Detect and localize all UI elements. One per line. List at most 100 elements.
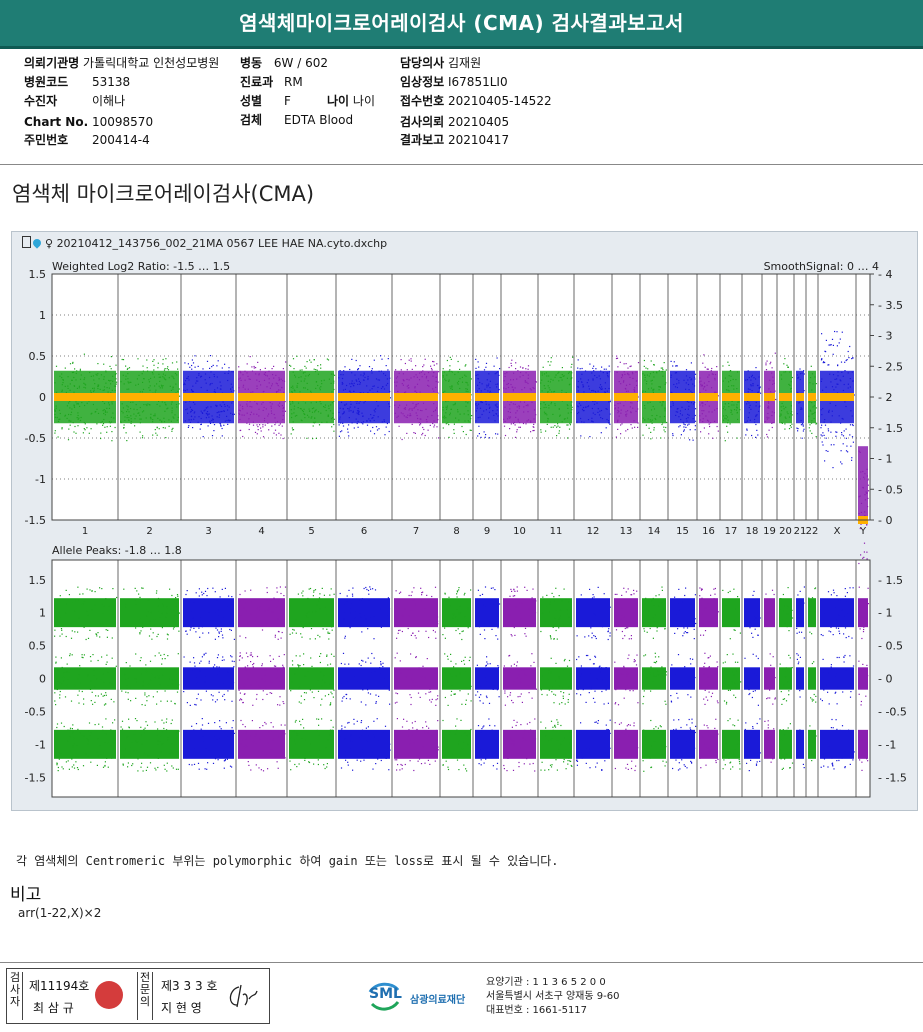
top-y2tick: - 1.5 bbox=[878, 422, 903, 435]
bottom-chrom-20 bbox=[779, 587, 794, 770]
patient-value: 이해나 bbox=[92, 94, 126, 108]
bottom-chrom-8 bbox=[442, 587, 472, 772]
section-title: 염색체 마이크로어레이검사(CMA) bbox=[12, 182, 315, 206]
id-value: 200414-4 bbox=[92, 133, 150, 147]
age-row: 나이 나이 bbox=[327, 94, 376, 108]
smooth-signal-18 bbox=[744, 393, 760, 401]
bottom-chrom-5 bbox=[289, 587, 335, 771]
bottom-y2tick: - -1 bbox=[878, 738, 896, 751]
bottom-chrom-Y bbox=[858, 586, 869, 771]
bottom-plot-title: Allele Peaks: -1.8 … 1.8 bbox=[52, 544, 182, 557]
female-icon: ♀ bbox=[45, 237, 54, 250]
chrom-label-5: 5 bbox=[308, 526, 314, 537]
centromere-note: 각 염색체의 Centromeric 부위는 polymorphic 하여 ga… bbox=[16, 854, 559, 868]
top-plot-title: Weighted Log2 Ratio: -1.5 … 1.5 bbox=[52, 260, 231, 273]
age-value: 나이 bbox=[352, 94, 376, 108]
patient-row: 수진자 이해나 bbox=[24, 94, 126, 108]
smooth-signal-20 bbox=[779, 393, 792, 401]
chrom-label-18: 18 bbox=[746, 526, 759, 537]
top-y2tick: - 2 bbox=[878, 391, 892, 404]
smooth-signal-1 bbox=[54, 393, 116, 401]
sml-logo-icon bbox=[368, 982, 400, 1011]
specimen-value: EDTA Blood bbox=[284, 113, 354, 127]
footer-contact: 요양기관 : 1 1 3 6 5 2 0 0 서울특별시 서초구 양재동 9-6… bbox=[486, 976, 619, 1018]
top-ytick: -1 bbox=[35, 473, 46, 486]
ward-value: 6W / 602 bbox=[273, 56, 328, 70]
bottom-ytick: -1.5 bbox=[25, 771, 46, 784]
smooth-signal-6 bbox=[338, 393, 390, 401]
top-y2tick: - 4 bbox=[878, 268, 892, 281]
signature-box: 검사자 제11194호 최 삼 규 전문의 제3 3 3 호 지 현 영 bbox=[6, 968, 270, 1024]
top-y2tick: - 0.5 bbox=[878, 483, 903, 496]
bottom-chrom-12 bbox=[576, 586, 611, 771]
chrom-label-11: 11 bbox=[550, 526, 563, 537]
bottom-chrom-2 bbox=[120, 587, 180, 772]
smooth-signal-9 bbox=[475, 393, 499, 401]
top-band-Y bbox=[858, 446, 868, 520]
top-y2tick: - 3.5 bbox=[878, 299, 903, 312]
specialist-license: 제3 3 3 호 bbox=[161, 979, 218, 993]
org-name: 삼광의료재단 bbox=[410, 995, 466, 1006]
accession-row: 접수번호 20210405-14522 bbox=[400, 94, 552, 108]
bottom-chrom-19 bbox=[764, 589, 776, 763]
footer-line-3: 대표번호 : 1661-5117 bbox=[486, 1005, 588, 1016]
bottom-chrom-14 bbox=[642, 586, 667, 772]
bottom-ytick: -0.5 bbox=[25, 705, 46, 718]
chrom-label-16: 16 bbox=[702, 526, 715, 537]
institution-row: 의뢰기관명 가톨릭대학교 인천성모병원 bbox=[24, 56, 220, 70]
top-ytick: 0.5 bbox=[29, 350, 47, 363]
smooth-signal-3 bbox=[183, 393, 234, 401]
bottom-y2tick: - 0 bbox=[878, 673, 892, 686]
sex-row: 성별 F bbox=[240, 94, 291, 108]
chrom-label-14: 14 bbox=[648, 526, 661, 537]
tester-vertical-label: 검사자 bbox=[8, 972, 23, 1020]
footer-line-1: 요양기관 : 1 1 3 6 5 2 0 0 bbox=[486, 977, 606, 988]
chrom-label-19: 19 bbox=[763, 526, 776, 537]
logo-text: SML bbox=[369, 986, 402, 1002]
chrom-label-7: 7 bbox=[413, 526, 419, 537]
report-date-value: 20210417 bbox=[448, 133, 510, 147]
bottom-ytick: 1 bbox=[39, 607, 46, 620]
smooth-signal-11 bbox=[540, 393, 572, 401]
chrom-label-10: 10 bbox=[513, 526, 526, 537]
hospital-code-row: 병원코드 53138 bbox=[24, 75, 131, 89]
bottom-chrom-9 bbox=[475, 586, 501, 770]
tester-license: 제11194호 bbox=[29, 979, 90, 993]
top-ytick: 1.5 bbox=[29, 268, 47, 281]
remark-heading: 비고 bbox=[10, 885, 42, 905]
report-date-row: 결과보고 20210417 bbox=[400, 133, 510, 147]
bottom-y2tick: - -0.5 bbox=[878, 705, 907, 718]
chrom-label-1: 1 bbox=[82, 526, 88, 537]
remark-value: arr(1-22,X)×2 bbox=[18, 906, 102, 920]
chrom-label-20: 20 bbox=[779, 526, 792, 537]
smooth-signal-7 bbox=[394, 393, 438, 401]
file-name: 20210412_143756_002_21MA 0567 LEE HAE NA… bbox=[56, 237, 388, 250]
chart-no-value: 10098570 bbox=[92, 115, 154, 129]
chart-no-row: Chart No. 10098570 bbox=[24, 115, 154, 129]
ward-row: 병동 6W / 602 bbox=[240, 56, 328, 70]
bottom-chrom-21 bbox=[796, 586, 805, 769]
bottom-chrom-15 bbox=[670, 587, 697, 771]
doctor-row: 담당의사 김재원 bbox=[400, 56, 482, 70]
bottom-plot-frame bbox=[51, 559, 871, 798]
top-plot-right-title: SmoothSignal: 0 … 4 bbox=[763, 260, 879, 273]
file-icon bbox=[22, 236, 31, 248]
bottom-chrom-1 bbox=[54, 586, 118, 772]
bottom-y2tick: - -1.5 bbox=[878, 771, 907, 784]
accession-value: 20210405-14522 bbox=[448, 94, 552, 108]
bottom-chrom-13 bbox=[614, 587, 639, 772]
dept-row: 진료과 RM bbox=[240, 75, 303, 89]
smooth-signal-5 bbox=[289, 393, 334, 401]
bottom-ytick: 0.5 bbox=[29, 640, 47, 653]
bottom-chrom-16 bbox=[699, 587, 719, 769]
footer-divider bbox=[0, 962, 923, 963]
bottom-chrom-7 bbox=[394, 586, 439, 772]
smooth-signal-14 bbox=[642, 393, 666, 401]
bottom-ytick: -1 bbox=[35, 738, 46, 751]
footer-line-2: 서울특별시 서초구 양재동 9-60 bbox=[486, 991, 620, 1002]
smooth-signal-22 bbox=[808, 393, 816, 401]
bottom-chrom-11 bbox=[540, 587, 573, 771]
top-y2tick: - 0 bbox=[878, 514, 892, 527]
patient-info-section: 의뢰기관명 가톨릭대학교 인천성모병원 병동 6W / 602 담당의사 김재원… bbox=[0, 54, 923, 166]
specimen-row: 검체 EDTA Blood bbox=[240, 113, 354, 127]
